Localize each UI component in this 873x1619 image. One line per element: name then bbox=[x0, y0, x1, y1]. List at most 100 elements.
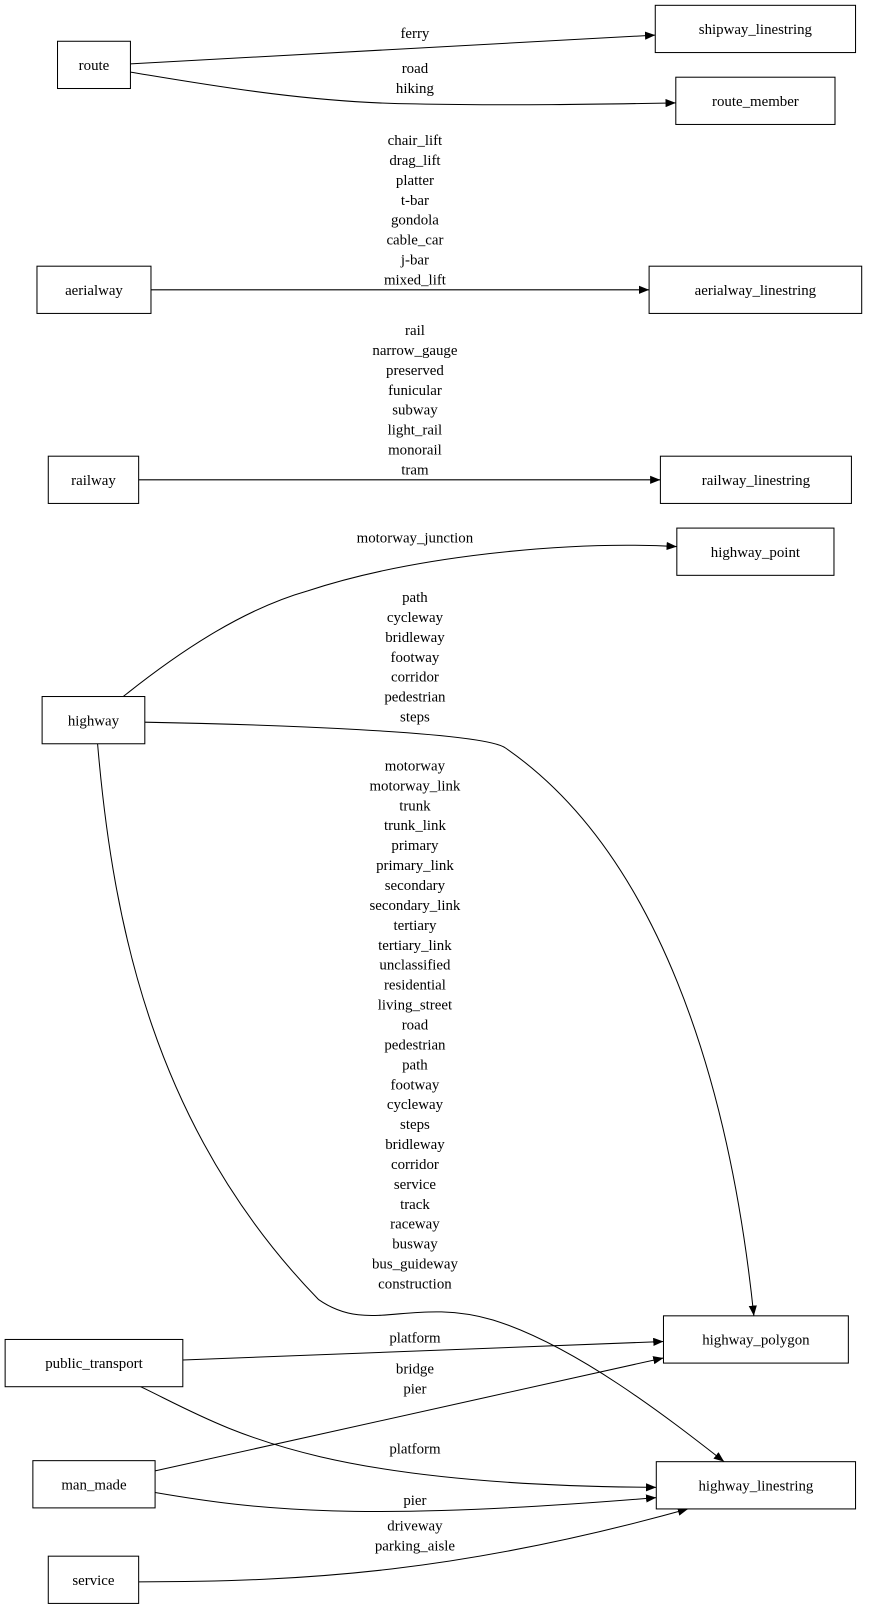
edge-railway-to-railway_linestring: rail narrow_gauge preserved funicular subway… bbox=[138, 323, 661, 484]
edge-arrow bbox=[182, 1337, 664, 1361]
edge-arrow bbox=[122, 541, 677, 697]
edge-label: bridleway bbox=[385, 630, 445, 646]
edge-label: mixed_lift bbox=[384, 272, 447, 288]
edge-label: steps bbox=[400, 1117, 430, 1133]
edge-arrow bbox=[154, 1491, 657, 1513]
edge-label: cycleway bbox=[387, 1097, 444, 1113]
edge-label: ferry bbox=[400, 26, 429, 42]
edge-service-to-highway_linestring: driveway parking_aisle bbox=[138, 1507, 689, 1583]
edge-label: rail bbox=[405, 323, 425, 339]
edge-label: platform bbox=[389, 1331, 441, 1347]
edge-label: motorway bbox=[385, 758, 446, 774]
node-shipway-linestring: shipway_linestring bbox=[654, 4, 857, 54]
edge-label: footway bbox=[391, 650, 440, 666]
edge-label: light_rail bbox=[388, 423, 443, 439]
node-label: shipway_linestring bbox=[699, 22, 813, 38]
edge-label: platter bbox=[396, 173, 434, 189]
edge-label: tertiary bbox=[393, 918, 437, 934]
edge-label: steps bbox=[400, 710, 430, 726]
edge-arrow bbox=[154, 1356, 664, 1472]
node-label: route bbox=[79, 58, 110, 74]
node-label: railway_linestring bbox=[702, 473, 811, 489]
edge-route-to-shipway_linestring: ferry bbox=[130, 26, 656, 65]
edge-arrow bbox=[130, 71, 676, 108]
node-highway-point: highway_point bbox=[676, 527, 835, 576]
node-label: service bbox=[72, 1573, 115, 1589]
edge-label: primary_link bbox=[376, 858, 454, 874]
node-man-made: man_made bbox=[32, 1460, 156, 1509]
edge-label: primary bbox=[391, 838, 439, 854]
edge-label: tram bbox=[401, 462, 429, 478]
edge-label: bus_guideway bbox=[372, 1257, 458, 1273]
edge-arrow bbox=[97, 743, 725, 1463]
node-label: aerialway_linestring bbox=[695, 283, 817, 299]
edge-label: corridor bbox=[391, 1157, 439, 1173]
edge-label: driveway bbox=[387, 1518, 443, 1534]
edge-label: bridleway bbox=[385, 1137, 445, 1153]
edge-label: pier bbox=[403, 1493, 426, 1509]
edge-route-to-route_member: road hiking bbox=[130, 61, 676, 108]
edge-label: raceway bbox=[390, 1217, 440, 1233]
edge-label: chair_lift bbox=[388, 133, 443, 149]
node-label: highway_point bbox=[711, 545, 801, 561]
node-highway-linestring: highway_linestring bbox=[655, 1461, 857, 1510]
edge-label: hiking bbox=[396, 81, 435, 97]
node-label: highway_linestring bbox=[698, 1478, 813, 1494]
node-highway: highway bbox=[41, 696, 146, 745]
edge-label: path bbox=[402, 1057, 428, 1073]
edge-highway-to-highway_point: motorway_junction bbox=[122, 530, 677, 697]
node-route-member: route_member bbox=[675, 76, 836, 125]
edge-highway-to-highway_polygon: path cycleway bridleway footway corridor pede… bbox=[144, 590, 757, 1316]
edge-label: footway bbox=[391, 1077, 440, 1093]
edge-label: pedestrian bbox=[384, 690, 446, 706]
edge-label: motorway_link bbox=[369, 778, 460, 794]
edge-label: cycleway bbox=[387, 610, 444, 626]
edge-label: preserved bbox=[386, 363, 444, 379]
edge-label: platform bbox=[389, 1441, 441, 1457]
edge-public_transport-to-highway_polygon: platform bbox=[182, 1331, 664, 1361]
edge-man_made-to-highway_polygon: bridge pier bbox=[154, 1356, 664, 1472]
edge-label: residential bbox=[384, 978, 446, 994]
node-public-transport: public_transport bbox=[4, 1338, 184, 1388]
node-label: public_transport bbox=[45, 1356, 143, 1372]
edge-label: j-bar bbox=[400, 253, 429, 269]
edge-label: narrow_gauge bbox=[372, 343, 457, 359]
node-label: railway bbox=[71, 473, 116, 489]
edge-label: trunk bbox=[399, 798, 431, 814]
node-route: route bbox=[57, 40, 131, 90]
edge-arrow bbox=[140, 1386, 657, 1492]
node-aerialway-linestring: aerialway_linestring bbox=[648, 265, 863, 314]
node-service: service bbox=[47, 1555, 140, 1604]
edge-label: secondary bbox=[385, 878, 446, 894]
node-aerialway: aerialway bbox=[36, 265, 152, 314]
node-railway-linestring: railway_linestring bbox=[659, 455, 852, 504]
edge-label: funicular bbox=[388, 383, 442, 399]
edge-label: path bbox=[402, 590, 428, 606]
edge-label: tertiary_link bbox=[378, 938, 452, 954]
edge-label: subway bbox=[392, 403, 438, 419]
edge-label: pier bbox=[403, 1381, 426, 1397]
edge-label: parking_aisle bbox=[375, 1538, 456, 1554]
edge-label: motorway_junction bbox=[357, 530, 474, 546]
edge-label: monorail bbox=[388, 443, 442, 459]
node-railway: railway bbox=[47, 455, 140, 504]
edge-label: t-bar bbox=[401, 193, 429, 209]
node-label: highway_polygon bbox=[702, 1333, 810, 1349]
node-label: route_member bbox=[712, 94, 799, 110]
edge-label: corridor bbox=[391, 670, 439, 686]
node-highway-polygon: highway_polygon bbox=[662, 1315, 849, 1364]
node-label: aerialway bbox=[65, 283, 123, 299]
edge-arrow bbox=[130, 31, 656, 65]
edge-label: road bbox=[402, 1017, 429, 1033]
edge-public_transport-to-highway_linestring: platform bbox=[140, 1386, 657, 1492]
node-label: man_made bbox=[61, 1477, 127, 1493]
edge-label: cable_car bbox=[386, 233, 443, 249]
edge-arrow bbox=[144, 721, 757, 1316]
edge-label: trunk_link bbox=[384, 818, 447, 834]
edge-label: unclassified bbox=[379, 958, 451, 974]
edge-label: bridge bbox=[396, 1361, 434, 1377]
edge-arrow bbox=[138, 1507, 689, 1583]
